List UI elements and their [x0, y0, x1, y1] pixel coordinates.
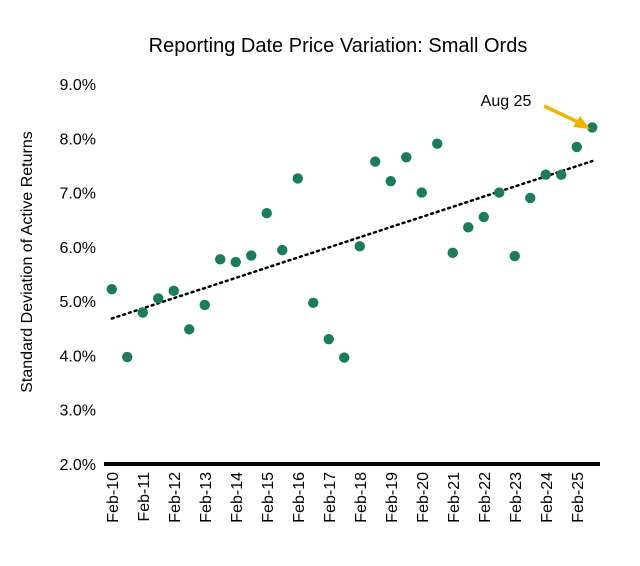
data-point [184, 324, 195, 335]
data-point [292, 173, 303, 184]
x-tick-label: Feb-11 [136, 472, 153, 522]
annotation-label: Aug 25 [481, 93, 532, 110]
y-tick-label: 2.0% [60, 457, 96, 474]
x-tick-label: Feb-21 [446, 472, 463, 523]
data-point [447, 247, 458, 259]
data-point [478, 211, 489, 223]
data-point [230, 256, 241, 268]
chart-title: Reporting Date Price Variation: Small Or… [149, 35, 528, 57]
y-tick-label: 6.0% [60, 240, 96, 257]
data-point [215, 254, 226, 265]
x-tick-label: Feb-13 [198, 472, 215, 523]
x-tick-label: Feb-17 [322, 472, 339, 523]
data-point [571, 141, 582, 153]
data-point [385, 175, 396, 187]
x-tick-label: Feb-18 [353, 472, 370, 523]
x-tick-label: Feb-10 [105, 472, 122, 523]
data-point [339, 352, 350, 363]
data-point [137, 307, 148, 318]
data-point [509, 250, 520, 262]
x-tick-label: Feb-15 [260, 472, 277, 523]
y-tick-label: 7.0% [60, 186, 96, 203]
x-tick-label: Feb-25 [570, 472, 587, 523]
data-point [416, 187, 427, 198]
data-point [323, 333, 334, 345]
y-axis: 2.0% 3.0% 4.0% 5.0% 6.0% 7.0% 8.0% 9.0% [60, 77, 96, 474]
y-tick-label: 9.0% [60, 77, 96, 94]
x-tick-label: Feb-22 [477, 472, 494, 523]
data-point [463, 222, 474, 233]
data-point [587, 122, 598, 133]
y-tick-label: 8.0% [60, 131, 96, 148]
x-tick-label: Feb-14 [229, 472, 246, 523]
data-points [106, 122, 598, 363]
y-axis-label: Standard Deviation of Active Returns [19, 131, 36, 392]
x-tick-label: Feb-12 [167, 472, 184, 523]
y-tick-label: 3.0% [60, 403, 96, 420]
x-tick-label: Feb-20 [415, 472, 432, 523]
data-point [556, 169, 567, 180]
trendline [110, 159, 594, 320]
data-point [308, 297, 319, 308]
y-tick-label: 5.0% [60, 294, 96, 311]
data-point [494, 187, 505, 198]
x-tick-label: Feb-16 [291, 472, 308, 523]
data-point [153, 293, 164, 304]
data-point [354, 241, 365, 252]
x-tick-label: Feb-19 [384, 472, 401, 523]
data-point [246, 250, 257, 261]
annotation-aug-25: Aug 25 [481, 93, 590, 129]
annotation-arrow-head [573, 116, 590, 129]
data-point [370, 156, 381, 167]
x-tick-label: Feb-23 [508, 472, 525, 523]
data-point [432, 138, 443, 149]
data-point [122, 351, 133, 363]
x-tick-label: Feb-24 [539, 472, 556, 523]
data-point [106, 284, 117, 295]
data-point [277, 244, 288, 256]
x-axis: Feb-10 Feb-11 Feb-12 Feb-13 Feb-14 Feb-15 Feb-… [105, 472, 587, 523]
data-point [168, 285, 179, 297]
y-tick-label: 4.0% [60, 348, 96, 365]
data-point [199, 299, 210, 311]
data-point [525, 192, 536, 204]
annotation-arrow-line [543, 104, 579, 124]
data-point [261, 208, 272, 219]
data-point [540, 169, 551, 180]
data-point [401, 152, 412, 163]
